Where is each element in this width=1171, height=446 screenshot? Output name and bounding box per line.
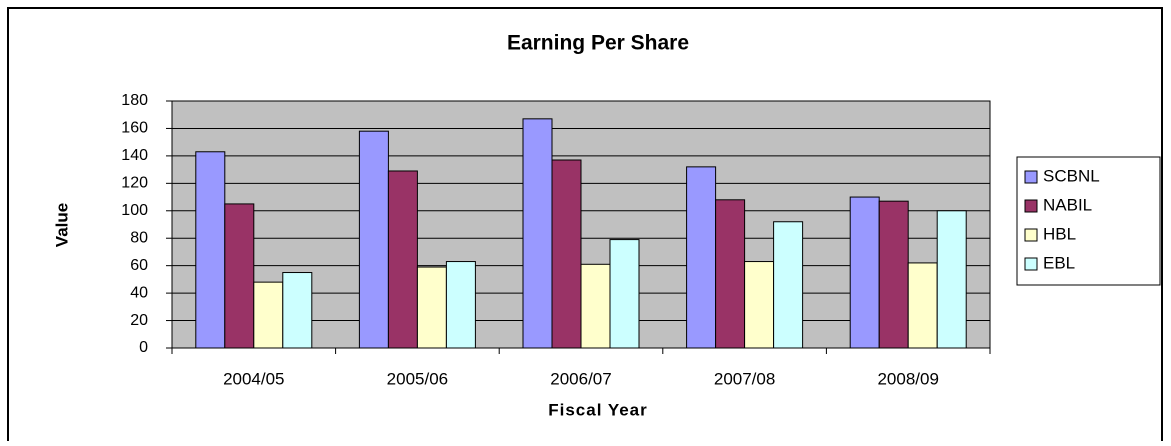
legend-label: SCBNL (1043, 166, 1100, 185)
bar (878, 200, 909, 349)
bar (551, 159, 582, 349)
chart-title: Earning Per Share (507, 32, 689, 55)
bar (936, 210, 967, 349)
bar (387, 170, 418, 349)
y-tick-label: 40 (130, 284, 148, 301)
x-tick-label: 2008/09 (877, 369, 938, 388)
y-tick-label: 100 (121, 202, 148, 219)
legend-label: HBL (1043, 224, 1076, 243)
legend-label: EBL (1043, 253, 1075, 272)
legend-swatch (1024, 257, 1038, 271)
y-tick-label: 120 (121, 175, 148, 192)
bar (282, 272, 313, 349)
bar (744, 261, 775, 349)
bar (358, 130, 389, 349)
bar (849, 196, 880, 349)
x-tick-label: 2005/06 (387, 369, 448, 388)
bar (445, 261, 476, 349)
legend-swatch (1024, 199, 1038, 213)
y-tick-label: 80 (130, 229, 148, 246)
bar (580, 263, 611, 349)
y-tick-label: 160 (121, 120, 148, 137)
legend-swatch (1024, 170, 1038, 184)
bar (609, 239, 640, 349)
y-tick-label: 60 (130, 257, 148, 274)
legend-box (1016, 156, 1161, 286)
x-tick-label: 2006/07 (550, 369, 611, 388)
bar (907, 262, 938, 349)
y-tick-label: 140 (121, 147, 148, 164)
x-axis-label: Fiscal Year (548, 400, 648, 419)
bar (416, 266, 447, 349)
bar (715, 199, 746, 349)
y-axis-label: Value (52, 203, 71, 247)
x-tick-label: 2004/05 (223, 369, 284, 388)
y-tick-label: 0 (139, 339, 148, 356)
x-tick-label: 2007/08 (714, 369, 775, 388)
bar (195, 151, 226, 349)
bar (773, 221, 804, 349)
bar (224, 203, 255, 349)
legend-swatch (1024, 228, 1038, 242)
legend-label: NABIL (1043, 195, 1092, 214)
bar (522, 118, 553, 349)
bar (686, 166, 717, 349)
y-tick-label: 20 (130, 312, 148, 329)
bar (253, 281, 284, 349)
y-tick-label: 180 (121, 92, 148, 109)
